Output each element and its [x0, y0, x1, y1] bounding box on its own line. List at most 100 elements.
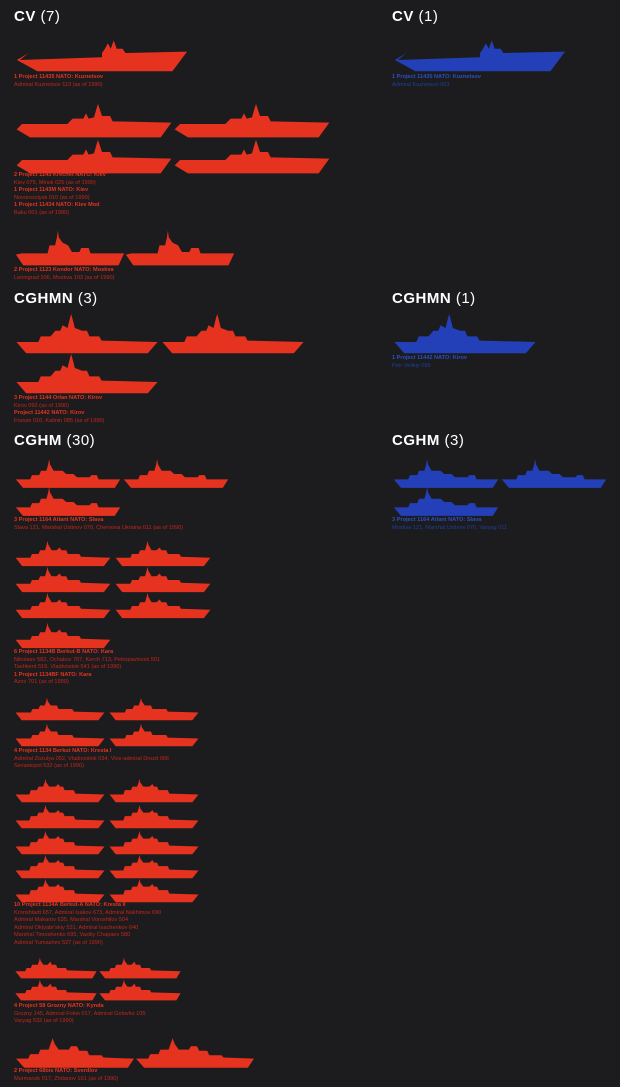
ship-silhouette-kresta2 [15, 830, 105, 855]
ship-hull [15, 592, 111, 619]
ship-silhouette-kiev [174, 104, 330, 138]
caption-cv-kuznetsov-russia: 1 Project 11435 NATO: Kuznetsov Admiral K… [14, 74, 103, 89]
caption-line: Varyag 532 (as of 1990) [14, 1018, 74, 1025]
caption-line: Petr Velikiy 099 [392, 362, 431, 369]
caption-line: Moskva 121, Marshal Ustinov 070, Varyag … [392, 524, 508, 531]
ship-silhouette-sverdlov [16, 1038, 134, 1068]
ship-silhouette-kara [15, 540, 111, 567]
ship-hull [99, 957, 181, 979]
caption-line: Frunze 010, Kalinin 085 (as of 1990) [14, 417, 105, 424]
caption-line: Kronshtadt 657, Admiral Isakov 673, Admi… [14, 909, 162, 916]
ship-hull [15, 979, 97, 1001]
ship-hull [109, 854, 199, 879]
ship-hull [99, 979, 181, 1001]
caption-line: Grozny 145, Admiral Fokin 017, Admiral G… [14, 1010, 146, 1017]
ship-hull [115, 592, 211, 619]
ship-silhouette-kiev [174, 140, 330, 174]
caption-line: 1 Project 11435 NATO: Kuznetsov [14, 74, 104, 80]
caption-cghm-kynda: 4 Project 58 Grozny NATO: Kynda Grozny 14… [14, 1003, 146, 1026]
caption-line: 1 Project 11435 NATO: Kuznetsov [392, 74, 482, 80]
caption-line: Admiral Oktyabr'skiy 531, Admiral Isache… [14, 924, 139, 931]
ship-silhouette-kresta [109, 697, 199, 721]
ship-silhouette-kresta2 [109, 778, 199, 803]
ship-silhouette-kynda [15, 957, 97, 979]
caption-cghm-slava-russia: 3 Project 1164 Atlant NATO: Slava Slava 1… [14, 517, 183, 532]
ship-hull [162, 314, 304, 354]
ship-silhouette-carrier [394, 40, 566, 72]
caption-line: Novorossiysk 010 (as of 1990) [14, 194, 90, 201]
ship-hull [16, 1038, 134, 1068]
ship-silhouette-kynda [99, 957, 181, 979]
caption-line: 2 Project 68bis NATO: Sverdlov [14, 1068, 98, 1074]
ship-silhouette-kiev [16, 104, 172, 138]
ship-silhouette-kresta2 [15, 778, 105, 803]
ship-hull [109, 878, 199, 903]
caption-line: Admiral Yumashev 527 (as of 1990) [14, 939, 103, 946]
ship-silhouette-slava [15, 459, 121, 488]
ship-hull [15, 622, 111, 649]
ship-hull [109, 830, 199, 855]
heading-cghm-russia: CGHM (30) [14, 432, 96, 449]
caption-cghm-kresta1: 4 Project 1134 Berkut NATO: Kresta I Admi… [14, 748, 169, 771]
ship-silhouette-helicruiser [125, 230, 235, 266]
caption-line: 1 Project 1134BF NATO: Kara [14, 671, 92, 678]
ship-hull [109, 723, 199, 747]
ship-silhouette-sverdlov [136, 1038, 254, 1068]
caption-cghm-slava-ukraine: 3 Project 1164 Atlant NATO: Slava Moskva … [392, 517, 507, 532]
caption-cghmn-ukraine: 1 Project 11442 NATO: Kirov Petr Velikiy … [392, 355, 467, 370]
ship-silhouette-kresta2 [109, 804, 199, 829]
heading-cv-russia: CV (7) [14, 8, 61, 25]
caption-line: 4 Project 58 Grozny NATO: Kynda [14, 1003, 104, 1009]
caption-line: 3 Project 1164 Atlant NATO: Slava [14, 517, 104, 523]
ship-hull [174, 140, 330, 174]
ship-hull [16, 40, 188, 72]
caption-line: Nikolaev 582, Ochakov 707, Kerch 713, Pe… [14, 656, 161, 663]
ship-silhouette-slava [501, 459, 607, 488]
ship-silhouette-kara [15, 592, 111, 619]
ship-silhouette-kara [115, 566, 211, 593]
caption-line: 1 Project 11434 NATO: Kiev Mod [14, 202, 100, 209]
caption-line: Slava 121, Marshal Ustinov 070, Chervona… [14, 524, 184, 531]
caption-line: 2 Project 1123 Kondor NATO: Moskva [14, 267, 114, 273]
caption-line: Admiral Zozulya 052, Vladivostok 034, Vi… [14, 755, 170, 762]
ship-silhouette-slava [123, 459, 229, 488]
caption-cghm-sverdlov: 2 Project 68bis NATO: Sverdlov Murmansk 0… [14, 1068, 118, 1083]
caption-line: Marshal Timoshenko 695, Vasiliy Chapaev … [14, 932, 131, 939]
ship-hull [394, 314, 536, 354]
caption-cv-kiev: 2 Project 1143 Krechet NATO: Kiev Kiev 07… [14, 172, 106, 218]
caption-cghm-kara: 6 Project 1134B Berkut-B NATO: Kara Nikol… [14, 649, 160, 687]
ship-hull [115, 540, 211, 567]
caption-line: Admiral Kuznetsov 063 [392, 81, 450, 88]
ship-hull [15, 854, 105, 879]
ship-silhouette-kirov [394, 314, 536, 354]
caption-cv-moskva: 2 Project 1123 Kondor NATO: Moskva Lening… [14, 267, 114, 282]
caption-line: 1 Project 11442 NATO: Kirov [392, 355, 468, 361]
ship-silhouette-kirov [16, 314, 158, 354]
ship-hull [15, 957, 97, 979]
ship-silhouette-slava [393, 459, 499, 488]
ship-hull [15, 566, 111, 593]
ship-silhouette-kresta [15, 723, 105, 747]
ship-silhouette-kresta2 [15, 878, 105, 903]
ship-hull [109, 697, 199, 721]
ship-silhouette-helicruiser [15, 230, 125, 266]
ship-hull [15, 459, 121, 488]
ship-silhouette-slava [15, 487, 121, 516]
caption-cv-kuznetsov-ukraine: 1 Project 11435 NATO: Kuznetsov Admiral K… [392, 74, 481, 89]
ship-silhouette-kresta [109, 723, 199, 747]
ship-hull [109, 778, 199, 803]
ship-hull [15, 778, 105, 803]
ship-silhouette-kirov [162, 314, 304, 354]
ship-hull [115, 566, 211, 593]
ship-silhouette-kirov [16, 354, 158, 394]
caption-line: 2 Project 1143 Krechet NATO: Kiev [14, 172, 106, 178]
ship-silhouette-kara [15, 622, 111, 649]
ship-hull [125, 230, 235, 266]
ship-hull [15, 723, 105, 747]
caption-line: Project 11442 NATO: Kirov [14, 410, 85, 417]
caption-line: 3 Project 1164 Atlant NATO: Slava [392, 517, 482, 523]
ship-hull [16, 104, 172, 138]
caption-line: Admiral Makarov 635, Marshal Voroshilov … [14, 917, 129, 924]
ship-hull [393, 487, 499, 516]
ship-silhouette-kresta2 [109, 878, 199, 903]
